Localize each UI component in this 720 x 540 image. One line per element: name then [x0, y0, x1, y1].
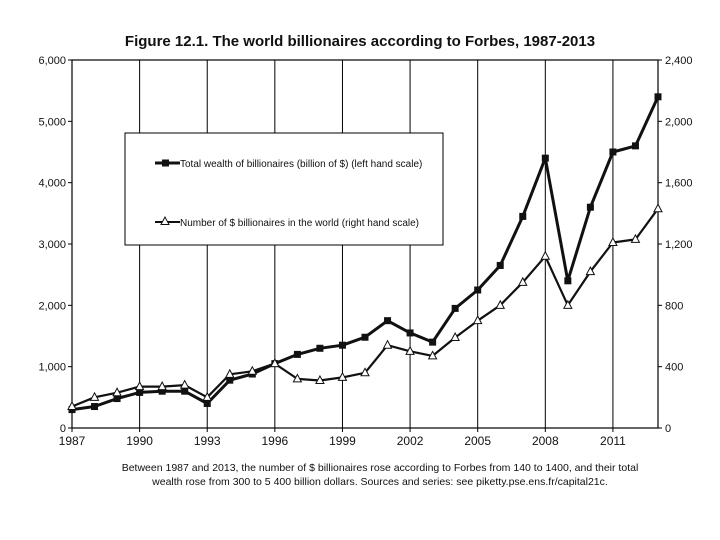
count-point-1991 — [157, 381, 167, 391]
right-tick-label-3: 1,200 — [665, 239, 693, 251]
count-point-2002 — [405, 345, 415, 355]
wealth-point-2004 — [451, 304, 459, 312]
legend: Total wealth of billionaires (billion of… — [124, 132, 444, 246]
wealth-point-1992 — [181, 387, 189, 395]
tick-labels: 0 1,000 2,000 3,000 4,000 5,000 6,000 0 400 800 1,… — [38, 55, 692, 448]
wealth-point-2002 — [406, 329, 414, 337]
right-tick-label-6: 2,400 — [665, 55, 693, 67]
x-tick-label-7: 2008 — [532, 434, 559, 448]
wealth-point-1997 — [293, 350, 301, 358]
chart-caption: Between 1987 and 2013, the number of $ b… — [80, 461, 680, 489]
count-point-1999 — [337, 371, 348, 381]
wealth-point-2013 — [654, 93, 662, 101]
count-point-2008 — [540, 250, 551, 260]
count-point-1990 — [134, 381, 145, 391]
wealth-point-2003 — [429, 338, 437, 346]
wealth-point-1993 — [203, 399, 211, 407]
count-point-2011 — [608, 236, 618, 246]
count-point-2010 — [585, 266, 596, 276]
wealth-point-1988 — [91, 403, 99, 411]
wealth-point-2007 — [519, 212, 527, 220]
count-point-1996 — [270, 358, 280, 368]
x-tick-label-5: 2002 — [397, 434, 424, 448]
wealth-point-2006 — [496, 261, 504, 269]
count-point-2005 — [472, 315, 483, 325]
right-tick-label-5: 2,000 — [665, 116, 693, 128]
wealth-point-2011 — [609, 148, 617, 156]
count-point-2003 — [427, 350, 438, 360]
wealth-point-1999 — [338, 341, 346, 349]
left-tick-label-3: 3,000 — [38, 239, 66, 251]
count-point-1997 — [292, 373, 303, 383]
left-tick-label-2: 2,000 — [38, 300, 66, 312]
count-point-1998 — [315, 374, 325, 384]
wealth-point-2012 — [631, 142, 639, 150]
chart-title: Figure 12.1. The world billionaires acco… — [124, 33, 596, 50]
count-point-2007 — [517, 276, 528, 286]
count-point-1993 — [202, 391, 213, 401]
left-tick-label-0: 0 — [60, 423, 66, 435]
wealth-point-1998 — [316, 344, 324, 352]
wealth-point-2008 — [541, 154, 549, 162]
count-point-1988 — [89, 391, 100, 401]
wealth-point-2009 — [564, 277, 572, 285]
x-tick-label-3: 1996 — [261, 434, 288, 448]
wealth-point-2005 — [474, 286, 482, 294]
x-tick-label-4: 1999 — [329, 434, 356, 448]
count-point-2009 — [563, 299, 573, 309]
legend-wealth-label: Total wealth of billionaires (billion of… — [180, 159, 422, 170]
count-point-1992 — [179, 379, 190, 389]
x-tick-label-6: 2005 — [464, 434, 491, 448]
legend-wealth-marker — [162, 159, 169, 167]
caption-line-2: wealth rose from 300 to 5 400 billion do… — [152, 476, 608, 488]
wealth-point-1994 — [226, 376, 234, 384]
right-tick-label-2: 800 — [665, 300, 683, 312]
caption-line-1: Between 1987 and 2013, the number of $ b… — [121, 462, 639, 474]
count-point-1987 — [67, 400, 77, 411]
wealth-point-2000 — [361, 333, 369, 341]
legend-count-marker — [160, 215, 170, 225]
wealth-point-1990 — [136, 388, 144, 396]
left-tick-label-1: 1,000 — [38, 362, 66, 374]
count-point-1989 — [112, 387, 122, 397]
left-tick-label-5: 5,000 — [38, 116, 66, 128]
count-point-2001 — [382, 339, 393, 349]
count-point-1995 — [247, 365, 258, 375]
count-point-2012 — [630, 233, 641, 243]
count-point-2006 — [495, 299, 506, 309]
right-tick-label-4: 1,600 — [665, 178, 693, 190]
legend-box — [124, 132, 444, 246]
wealth-point-2010 — [586, 203, 594, 211]
wealth-point-2001 — [384, 317, 392, 325]
wealth-point-1989 — [113, 395, 121, 403]
count-point-2000 — [360, 367, 370, 377]
left-tick-label-6: 6,000 — [38, 55, 66, 67]
x-tick-label-0: 1987 — [59, 434, 86, 448]
count-point-2004 — [450, 331, 460, 342]
x-tick-label-8: 2011 — [600, 434, 626, 448]
x-tick-label-2: 1993 — [194, 434, 221, 448]
wealth-point-1991 — [158, 387, 166, 395]
axes — [68, 59, 662, 432]
right-tick-label-1: 400 — [665, 362, 683, 374]
count-point-2013 — [653, 203, 663, 213]
series-lines — [67, 93, 663, 414]
count-point-1994 — [224, 368, 235, 378]
legend-count-label: Number of $ billionaires in the world (r… — [180, 218, 419, 229]
right-tick-label-0: 0 — [665, 423, 671, 435]
left-tick-label-4: 4,000 — [38, 178, 66, 190]
x-tick-label-1: 1990 — [126, 434, 153, 448]
